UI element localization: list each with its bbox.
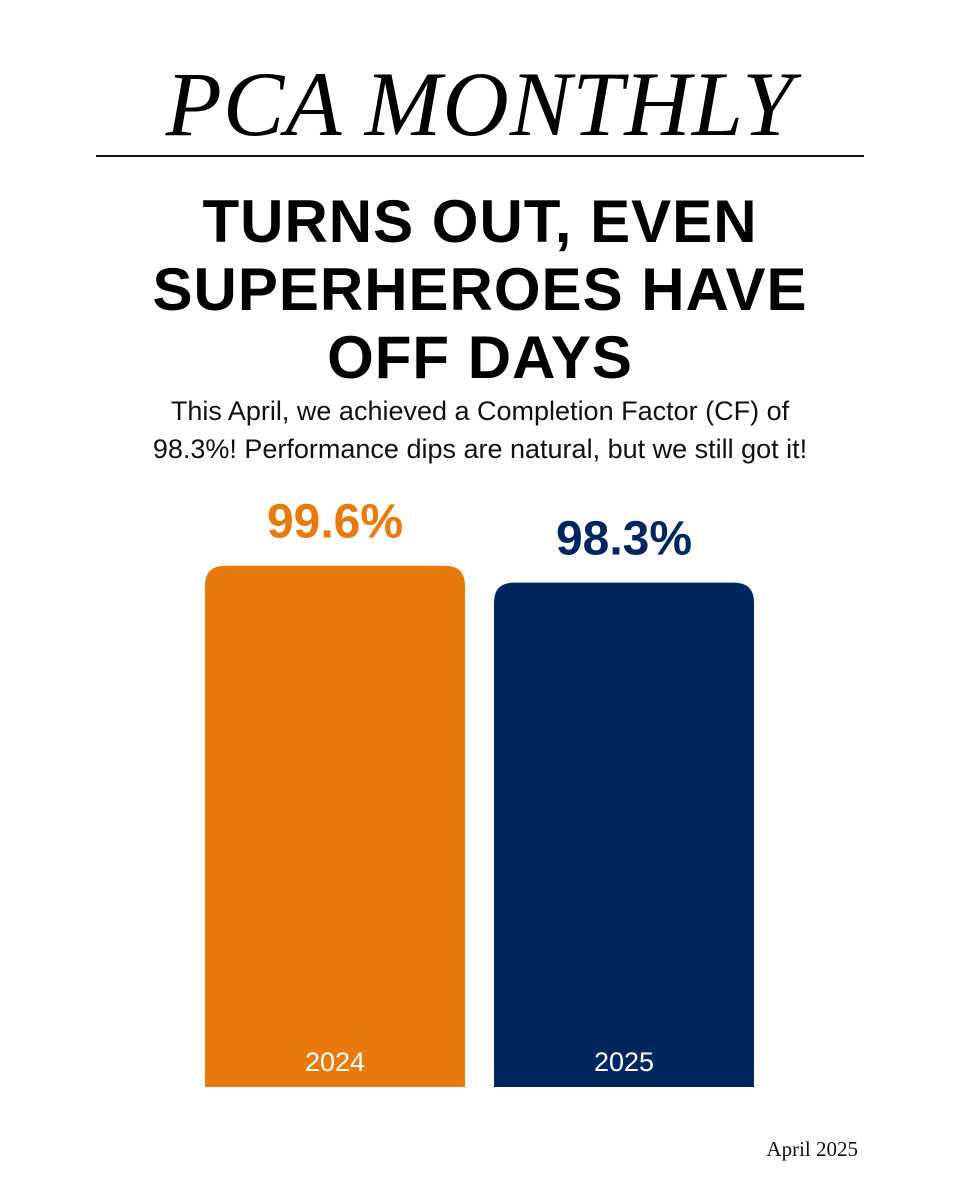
masthead-title: PCA MONTHLY [165,53,795,155]
masthead-divider [96,155,864,157]
value-label-2024: 99.6% [267,496,403,549]
subtitle: This April, we achieved a Completion Fac… [100,392,860,468]
cf-bar-chart: 99.6% 2024 98.3% 2025 [205,496,754,1087]
category-label-2024: 2024 [305,1047,365,1077]
value-label-2025: 98.3% [556,513,692,566]
subtitle-line: This April, we achieved a Completion Fac… [170,396,790,426]
headline-line: TURNS OUT, EVEN [202,188,758,255]
category-label-2025: 2025 [594,1047,654,1077]
headline-line: SUPERHEROES HAVE [152,256,808,323]
bar-2025 [494,582,754,1087]
subtitle-line: 98.3%! Performance dips are natural, but… [152,434,808,464]
headline-line: OFF DAYS [327,324,633,391]
bar-2024 [205,565,465,1087]
headline: TURNS OUT, EVEN SUPERHEROES HAVE OFF DAY… [100,188,860,392]
footer-date: April 2025 [766,1137,858,1161]
